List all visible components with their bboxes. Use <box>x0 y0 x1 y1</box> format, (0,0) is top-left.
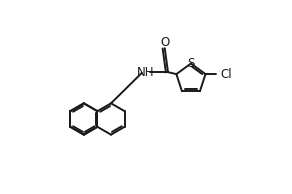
Text: O: O <box>160 36 169 49</box>
Text: NH: NH <box>137 66 155 79</box>
Text: Cl: Cl <box>221 68 232 81</box>
Text: S: S <box>187 57 195 70</box>
